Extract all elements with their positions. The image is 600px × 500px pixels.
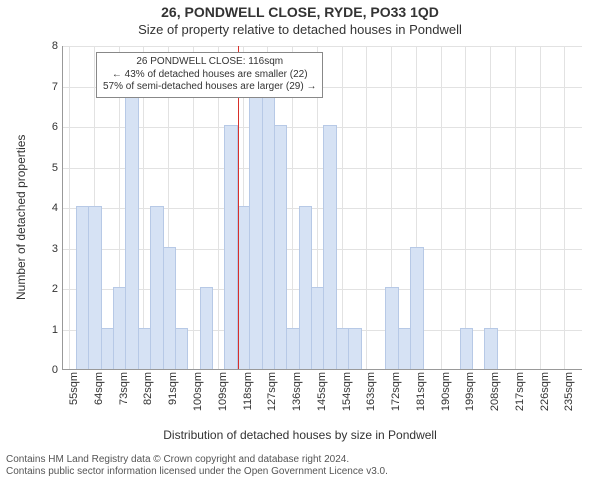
gridline-v: [564, 46, 565, 369]
chart-footer: Contains HM Land Registry data © Crown c…: [0, 454, 600, 477]
histogram-bar: [323, 125, 336, 369]
histogram-bar: [125, 85, 138, 370]
gridline-v: [342, 46, 343, 369]
gridline-h: [63, 46, 582, 47]
histogram-bar: [88, 206, 101, 369]
x-tick-label: 64sqm: [93, 372, 105, 405]
footer-line: Contains HM Land Registry data © Crown c…: [6, 454, 594, 466]
gridline-v: [490, 46, 491, 369]
x-tick-label: 118sqm: [242, 372, 254, 410]
annotation-box: 26 PONDWELL CLOSE: 116sqm← 43% of detach…: [96, 52, 323, 98]
histogram-bar: [163, 247, 176, 370]
histogram-bar: [101, 328, 114, 370]
histogram-bar: [113, 287, 126, 369]
gridline-v: [69, 46, 70, 369]
x-tick-label: 190sqm: [440, 372, 452, 411]
x-tick-label: 127sqm: [266, 372, 278, 411]
footer-line: Contains public sector information licen…: [6, 466, 594, 478]
x-tick-label: 235sqm: [563, 372, 575, 411]
histogram-bar: [299, 206, 312, 369]
histogram-bar: [385, 287, 398, 369]
x-tick-label: 226sqm: [539, 372, 551, 411]
annotation-line: 26 PONDWELL CLOSE: 116sqm: [103, 56, 316, 69]
x-tick-label: 55sqm: [68, 372, 80, 405]
x-tick-label: 82sqm: [142, 372, 154, 405]
y-tick-label: 8: [52, 40, 58, 52]
x-tick-label: 136sqm: [291, 372, 303, 411]
x-tick-label: 73sqm: [118, 372, 130, 405]
x-tick-label: 100sqm: [192, 372, 204, 411]
y-tick-label: 2: [52, 283, 58, 295]
x-tick-label: 181sqm: [415, 372, 427, 411]
y-ticks: 012345678: [0, 46, 62, 370]
gridline-v: [441, 46, 442, 369]
gridline-v: [465, 46, 466, 369]
histogram-bar: [200, 287, 213, 369]
gridline-v: [515, 46, 516, 369]
histogram-bar: [398, 328, 411, 370]
x-tick-label: 217sqm: [514, 372, 526, 411]
page-title: 26, PONDWELL CLOSE, RYDE, PO33 1QD: [0, 4, 600, 20]
histogram-bar: [286, 328, 299, 370]
gridline-v: [540, 46, 541, 369]
y-tick-label: 3: [52, 243, 58, 255]
histogram-bar: [460, 328, 473, 370]
x-axis-label: Distribution of detached houses by size …: [0, 428, 600, 442]
histogram-bar: [484, 328, 497, 370]
x-tick-label: 109sqm: [217, 372, 229, 411]
histogram-bar: [311, 287, 324, 369]
x-tick-label: 163sqm: [365, 372, 377, 411]
x-tick-label: 172sqm: [390, 372, 402, 411]
y-tick-label: 5: [52, 162, 58, 174]
y-tick-label: 0: [52, 364, 58, 376]
histogram-bar: [262, 85, 275, 370]
chart-root: { "layout": { "width": 600, "height": 50…: [0, 0, 600, 500]
x-tick-label: 208sqm: [489, 372, 501, 411]
annotation-line: 57% of semi-detached houses are larger (…: [103, 81, 316, 94]
y-tick-label: 1: [52, 324, 58, 336]
histogram-bar: [336, 328, 349, 370]
histogram-bar: [150, 206, 163, 369]
y-tick-label: 7: [52, 81, 58, 93]
x-tick-label: 145sqm: [316, 372, 328, 411]
histogram-bar: [138, 328, 151, 370]
histogram-bar: [237, 206, 250, 369]
chart-subtitle: Size of property relative to detached ho…: [0, 22, 600, 37]
x-tick-label: 91sqm: [167, 372, 179, 405]
y-tick-label: 4: [52, 202, 58, 214]
histogram-bar: [175, 328, 188, 370]
annotation-line: ← 43% of detached houses are smaller (22…: [103, 69, 316, 82]
histogram-bar: [348, 328, 361, 370]
histogram-bar: [249, 85, 262, 370]
x-tick-label: 199sqm: [464, 372, 476, 411]
x-tick-label: 154sqm: [341, 372, 353, 411]
y-tick-label: 6: [52, 121, 58, 133]
histogram-bar: [274, 125, 287, 369]
histogram-bar: [410, 247, 423, 370]
histogram-bar: [76, 206, 89, 369]
gridline-v: [366, 46, 367, 369]
histogram-bar: [224, 125, 237, 369]
